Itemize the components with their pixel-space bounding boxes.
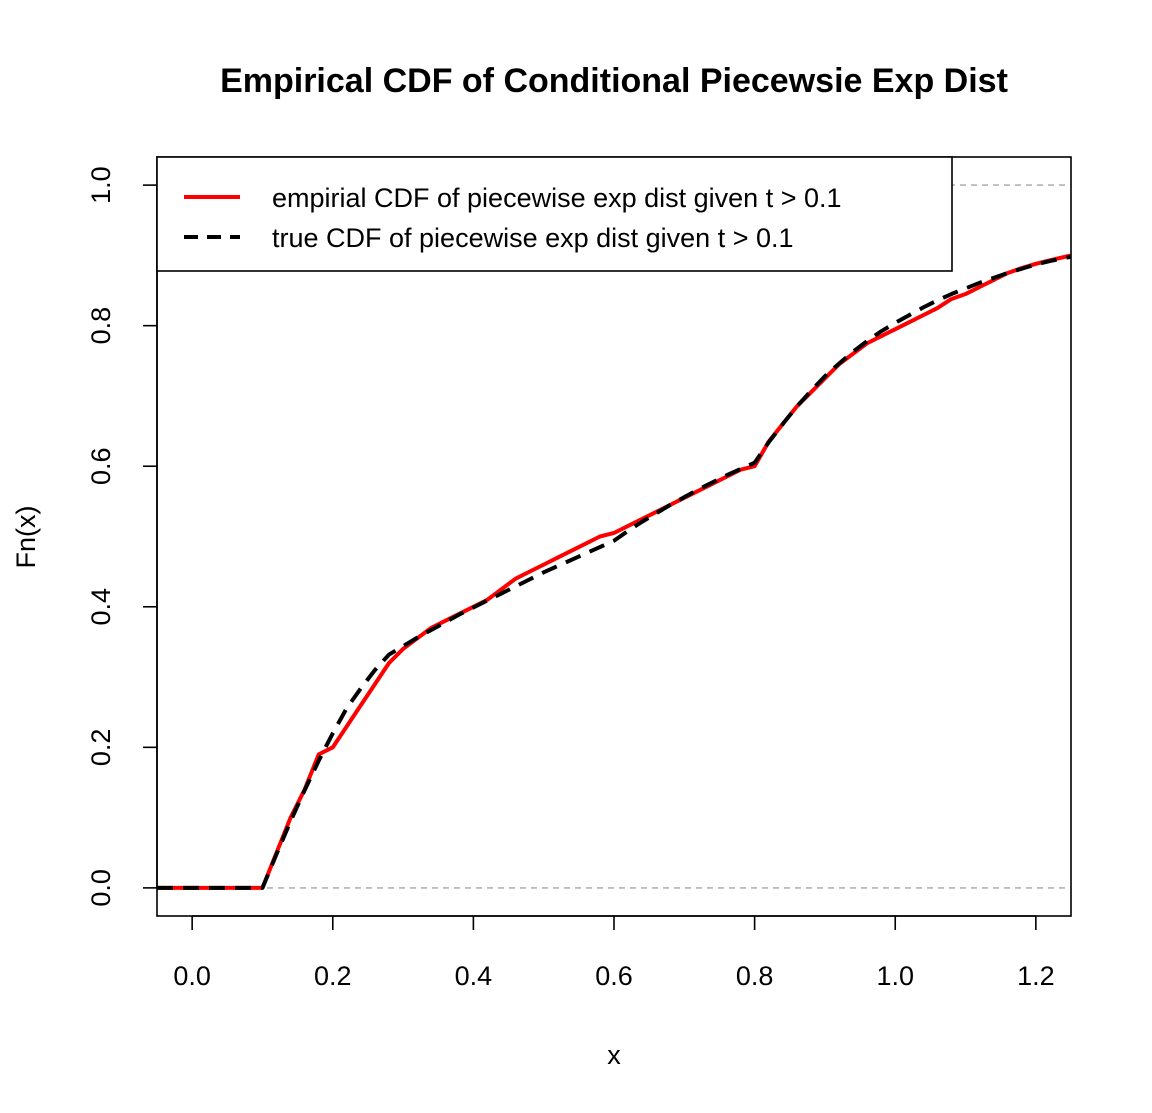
x-tick-label: 0.2 <box>314 961 352 991</box>
legend-box <box>156 156 953 272</box>
y-axis-label: Fn(x) <box>11 506 41 569</box>
y-tick-label: 0.8 <box>86 307 116 345</box>
y-tick-label: 0.4 <box>86 588 116 626</box>
y-tick-label: 1.0 <box>86 166 116 204</box>
series-line-0 <box>157 253 1072 890</box>
y-tick-label: 0.6 <box>86 447 116 485</box>
legend-label-empirical: empirial CDF of piecewise exp dist given… <box>272 183 842 213</box>
x-axis: 0.0 0.2 0.4 0.6 0.8 1.0 1.2 <box>173 915 1055 991</box>
y-axis: 0.0 0.2 0.4 0.6 0.8 1.0 <box>86 166 158 907</box>
x-tick-label: 0.8 <box>736 961 774 991</box>
x-tick-label: 0.6 <box>595 961 633 991</box>
y-tick-label: 0.0 <box>86 869 116 907</box>
x-tick-label: 1.0 <box>876 961 914 991</box>
legend-label-true: true CDF of piecewise exp dist given t >… <box>272 223 794 253</box>
y-tick-label: 0.2 <box>86 729 116 767</box>
x-tick-label: 0.4 <box>455 961 493 991</box>
x-tick-label: 0.0 <box>173 961 211 991</box>
series-line-1 <box>157 254 1072 890</box>
reference-lines <box>157 184 1071 889</box>
legend: empirial CDF of piecewise exp dist given… <box>156 156 953 272</box>
x-tick-label: 1.2 <box>1017 961 1055 991</box>
series-layer <box>157 253 1072 890</box>
chart-title: Empirical CDF of Conditional Piecewsie E… <box>220 62 1008 100</box>
x-axis-label: x <box>607 1040 621 1070</box>
